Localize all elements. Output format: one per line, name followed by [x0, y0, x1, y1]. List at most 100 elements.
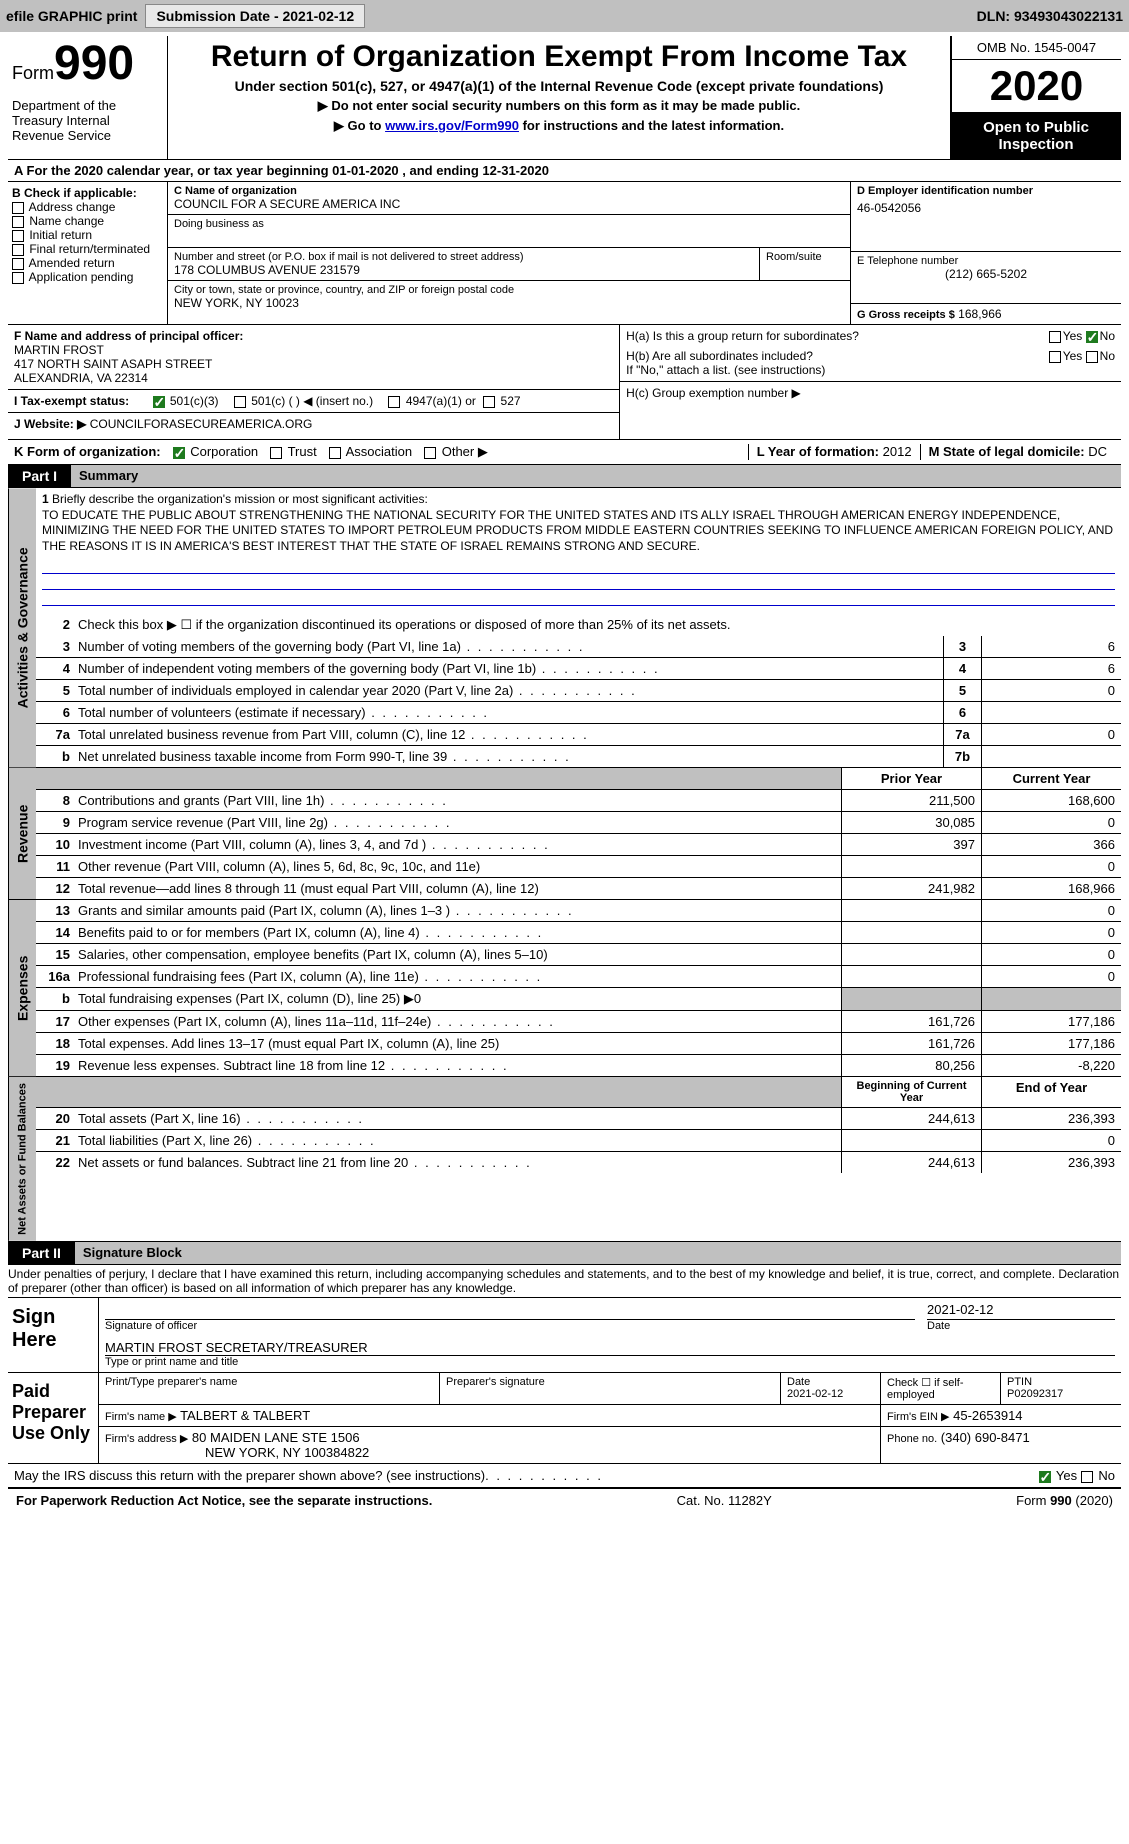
line3-text: Number of voting members of the governin…	[78, 639, 461, 654]
tab-revenue: Revenue	[8, 768, 36, 899]
opt-corp: Corporation	[190, 444, 258, 459]
tax-year: 2020	[951, 60, 1121, 113]
part2-label: Part II	[8, 1242, 75, 1264]
submission-date-button[interactable]: Submission Date - 2021-02-12	[145, 4, 365, 28]
checkbox-application-pending[interactable]	[12, 272, 24, 284]
irs-link[interactable]: www.irs.gov/Form990	[385, 118, 519, 133]
paperwork-notice: For Paperwork Reduction Act Notice, see …	[16, 1493, 432, 1508]
net-assets-content: Beginning of Current Year End of Year 20…	[36, 1077, 1121, 1241]
expenses-content: 13 Grants and similar amounts paid (Part…	[36, 900, 1121, 1076]
checkbox-amended-return[interactable]	[12, 258, 24, 270]
tax-year-range: For the 2020 calendar year, or tax year …	[27, 163, 549, 178]
firm-addr-label: Firm's address ▶	[105, 1433, 188, 1445]
line4-num: 4	[36, 658, 74, 679]
form-footer-label: Form 990 (2020)	[1016, 1493, 1113, 1508]
section-c: C Name of organization COUNCIL FOR A SEC…	[168, 182, 851, 324]
opt-4947: 4947(a)(1) or	[406, 394, 476, 408]
line4-desc: Number of independent voting members of …	[74, 658, 943, 679]
checkbox-hb-yes[interactable]	[1049, 351, 1061, 363]
form-id-box: Form990 Department of the Treasury Inter…	[8, 36, 168, 159]
checkbox-hb-no[interactable]	[1086, 351, 1098, 363]
line22-desc: Net assets or fund balances. Subtract li…	[74, 1152, 841, 1173]
checkbox-name-change[interactable]	[12, 216, 24, 228]
net-assets-section: Net Assets or Fund Balances Beginning of…	[8, 1077, 1121, 1242]
line16a-text: Professional fundraising fees (Part IX, …	[78, 969, 419, 984]
line14-curr: 0	[981, 922, 1121, 943]
checkbox-other[interactable]	[424, 447, 436, 459]
tab-activities-governance: Activities & Governance	[8, 488, 36, 767]
checkbox-501c3[interactable]	[153, 396, 165, 408]
mission-statement: TO EDUCATE THE PUBLIC ABOUT STRENGTHENIN…	[42, 508, 1113, 553]
checkbox-discuss-yes[interactable]	[1039, 1471, 1051, 1483]
org-name-label: C Name of organization	[174, 185, 844, 197]
line7a-box: 7a	[943, 724, 981, 745]
hb-label: H(b) Are all subordinates included?	[626, 349, 1049, 363]
section-h: H(a) Is this a group return for subordin…	[620, 325, 1121, 439]
room-label: Room/suite	[766, 251, 844, 263]
checkbox-ha-yes[interactable]	[1049, 331, 1061, 343]
street-label: Number and street (or P.O. box if mail i…	[174, 251, 753, 263]
line20-prior: 244,613	[841, 1108, 981, 1129]
line4-val: 6	[981, 658, 1121, 679]
end-year-header: End of Year	[981, 1077, 1121, 1107]
gross-receipts-label: G Gross receipts $	[857, 309, 955, 321]
prior-year-header: Prior Year	[841, 768, 981, 789]
line17-desc: Other expenses (Part IX, column (A), lin…	[74, 1011, 841, 1032]
line10-text: Investment income (Part VIII, column (A)…	[78, 837, 426, 852]
firm-ein-label: Firm's EIN ▶	[887, 1411, 950, 1423]
efile-label: efile GRAPHIC print	[6, 8, 137, 24]
title-box: Return of Organization Exempt From Incom…	[168, 36, 951, 159]
line12-curr: 168,966	[981, 878, 1121, 899]
checkbox-ha-no[interactable]	[1086, 331, 1098, 343]
line5-num: 5	[36, 680, 74, 701]
hb-no: No	[1100, 349, 1115, 363]
checkbox-corp[interactable]	[173, 447, 185, 459]
checkbox-501c[interactable]	[234, 396, 246, 408]
line21-prior	[841, 1130, 981, 1151]
part1-header-row: Part I Summary	[8, 465, 1121, 488]
discuss-label: May the IRS discuss this return with the…	[14, 1468, 485, 1483]
checkbox-final-return[interactable]	[12, 244, 24, 256]
line18-curr: 177,186	[981, 1033, 1121, 1054]
checkbox-discuss-no[interactable]	[1081, 1471, 1093, 1483]
line18-prior: 161,726	[841, 1033, 981, 1054]
checkbox-address-change[interactable]	[12, 202, 24, 214]
form-subtitle: Under section 501(c), 527, or 4947(a)(1)…	[178, 78, 940, 94]
line16b-num: b	[36, 988, 74, 1010]
line5-text: Total number of individuals employed in …	[78, 683, 513, 698]
line4-text: Number of independent voting members of …	[78, 661, 536, 676]
checkbox-527[interactable]	[483, 396, 495, 408]
org-info-grid: B Check if applicable: Address change Na…	[8, 182, 1121, 325]
sign-here-row: Sign Here Signature of officer 2021-02-1…	[8, 1298, 1121, 1373]
checkbox-4947[interactable]	[388, 396, 400, 408]
goto-instruction: ▶ Go to www.irs.gov/Form990 for instruct…	[178, 118, 940, 134]
line14-text: Benefits paid to or for members (Part IX…	[78, 925, 420, 940]
line6-val	[981, 702, 1121, 723]
omb-box: OMB No. 1545-0047 2020 Open to Public In…	[951, 36, 1121, 159]
ha-yes: Yes	[1063, 329, 1083, 343]
mission-blank-line	[42, 558, 1115, 574]
line16a-desc: Professional fundraising fees (Part IX, …	[74, 966, 841, 987]
paid-preparer-label: Paid Preparer Use Only	[8, 1373, 98, 1463]
line9-desc: Program service revenue (Part VIII, line…	[74, 812, 841, 833]
line22-text: Net assets or fund balances. Subtract li…	[78, 1155, 408, 1170]
line7a-num: 7a	[36, 724, 74, 745]
checkbox-trust[interactable]	[270, 447, 282, 459]
line10-desc: Investment income (Part VIII, column (A)…	[74, 834, 841, 855]
sig-officer-label: Signature of officer	[105, 1320, 915, 1332]
checkbox-initial-return[interactable]	[12, 230, 24, 242]
sig-date-label: Date	[927, 1320, 1115, 1332]
line8-desc: Contributions and grants (Part VIII, lin…	[74, 790, 841, 811]
opt-name-change: Name change	[29, 214, 104, 228]
line5-box: 5	[943, 680, 981, 701]
part2-header-row: Part II Signature Block	[8, 1242, 1121, 1265]
line4-box: 4	[943, 658, 981, 679]
opt-501c3: 501(c)(3)	[170, 394, 219, 408]
line18-text: Total expenses. Add lines 13–17 (must eq…	[78, 1036, 499, 1051]
checkbox-assoc[interactable]	[329, 447, 341, 459]
opt-assoc: Association	[346, 444, 412, 459]
opt-initial-return: Initial return	[29, 228, 92, 242]
sign-content: Signature of officer 2021-02-12 Date MAR…	[98, 1298, 1121, 1372]
line10-curr: 366	[981, 834, 1121, 855]
year-formation-label: L Year of formation:	[757, 444, 879, 459]
